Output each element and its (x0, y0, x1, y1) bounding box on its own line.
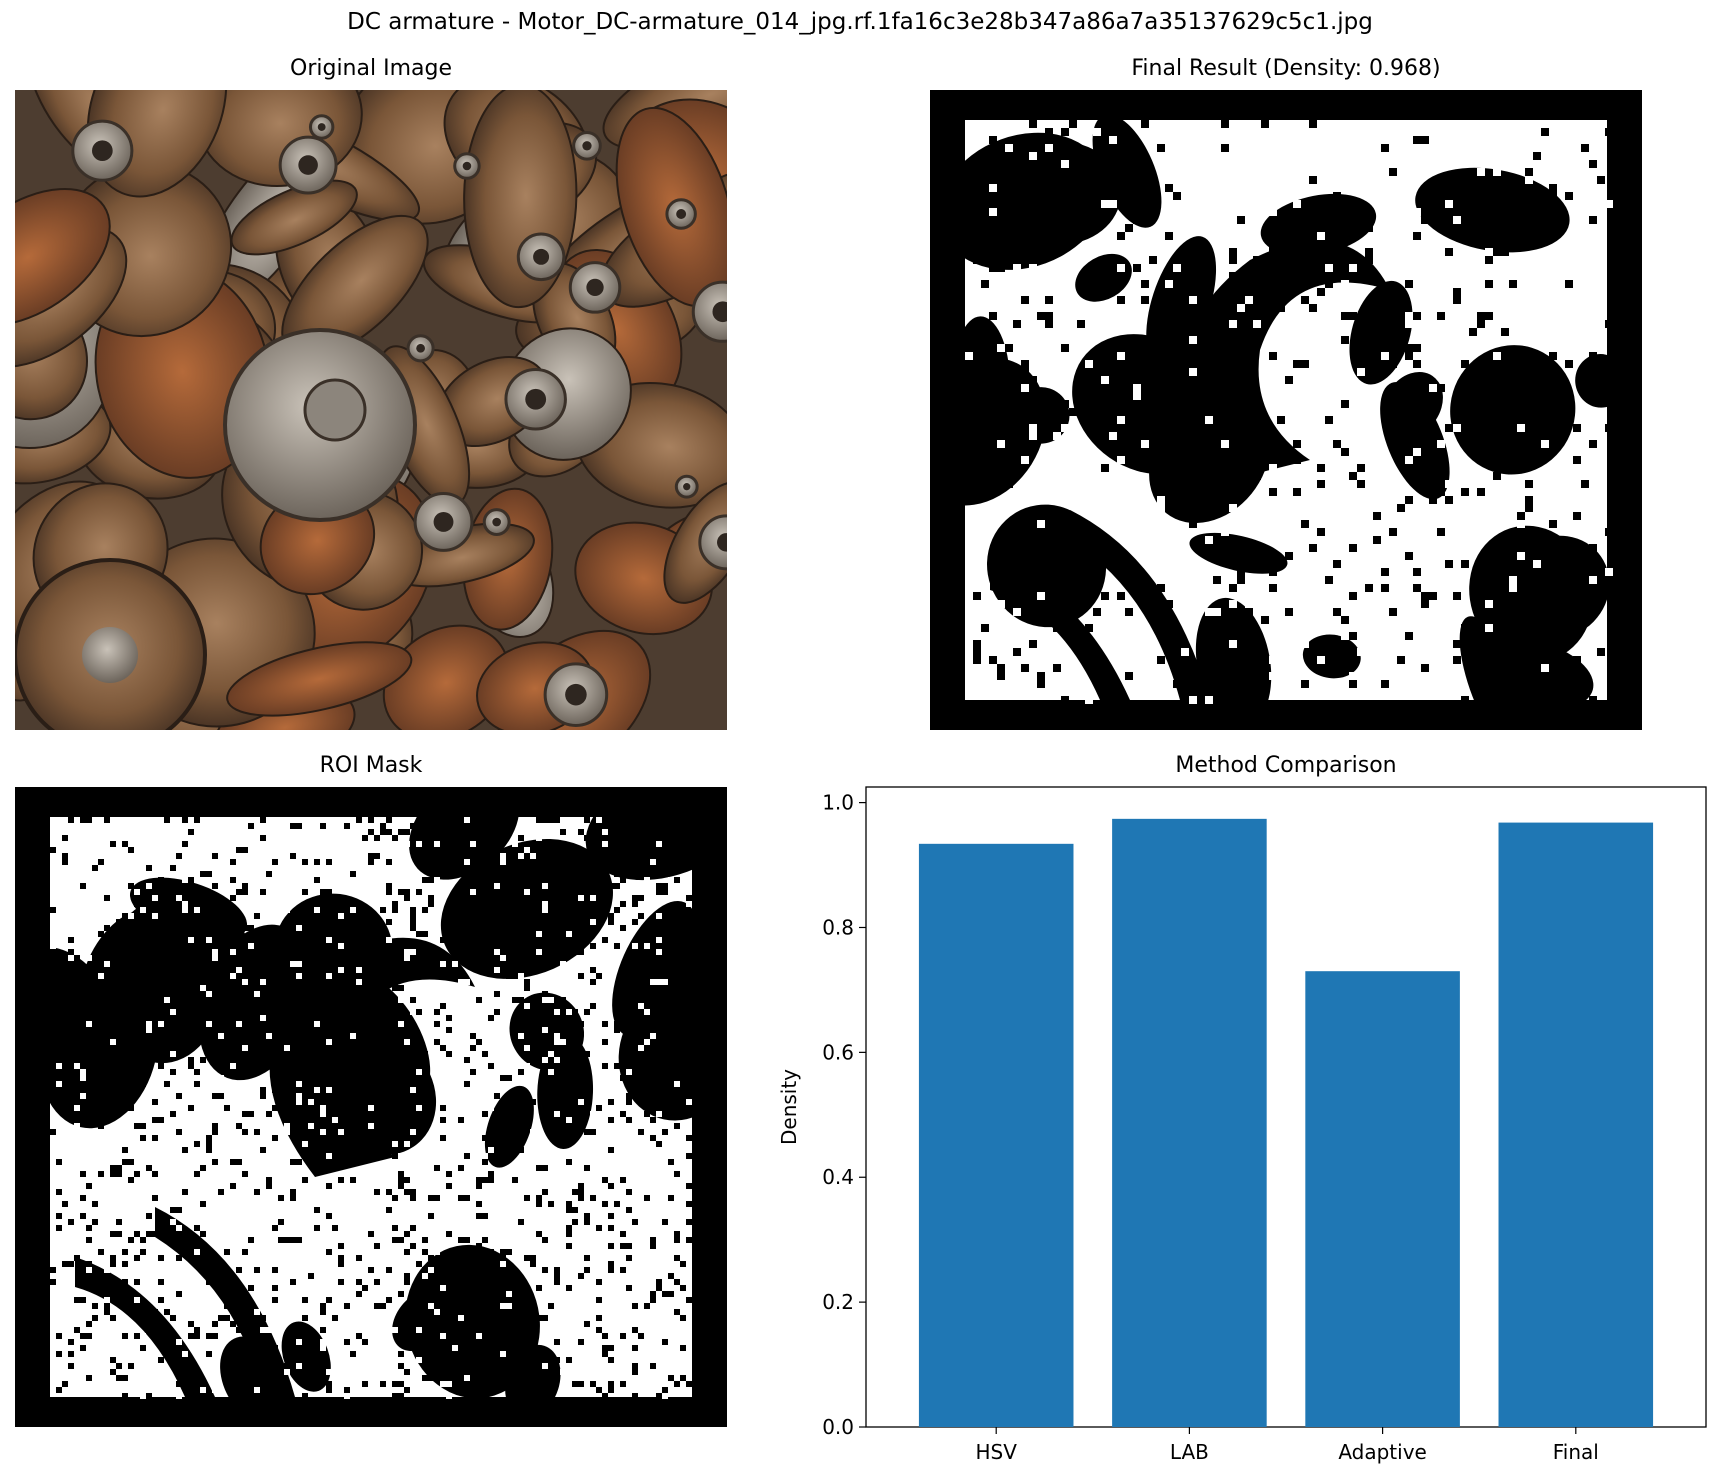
chart-title: Method Comparison (1175, 753, 1397, 778)
x-tick-label: HSV (975, 1440, 1017, 1464)
y-tick-label: 0.2 (822, 1290, 854, 1314)
bar-hsv (918, 843, 1074, 1427)
original-image-picture (15, 90, 727, 730)
original-image (15, 90, 727, 730)
y-tick-label: 1.0 (822, 791, 854, 815)
roi-mask (15, 787, 727, 1427)
roi-mask-picture (15, 787, 727, 1427)
final-result-mask (930, 90, 1642, 730)
roi-mask-title: ROI Mask (319, 753, 423, 778)
chart-axes-frame (865, 786, 1707, 1428)
y-tick-label: 0.6 (822, 1040, 854, 1064)
y-tick-label: 0.0 (822, 1415, 854, 1439)
final-result-title: Final Result (Density: 0.968) (1131, 56, 1441, 81)
x-tick-label: Final (1553, 1440, 1599, 1464)
final-result-mask-picture (930, 90, 1642, 730)
y-tick-label: 0.4 (822, 1165, 854, 1189)
x-tick-label: Adaptive (1338, 1440, 1427, 1464)
y-axis-label: Density (777, 1069, 801, 1145)
original-image-title: Original Image (290, 56, 452, 81)
figure-title: DC armature - Motor_DC-armature_014_jpg.… (347, 9, 1373, 35)
bar-adaptive (1305, 971, 1460, 1427)
x-tick-label: LAB (1170, 1440, 1209, 1464)
bar-final (1498, 822, 1654, 1427)
y-tick-label: 0.8 (822, 915, 854, 939)
bar-lab (1112, 818, 1267, 1427)
